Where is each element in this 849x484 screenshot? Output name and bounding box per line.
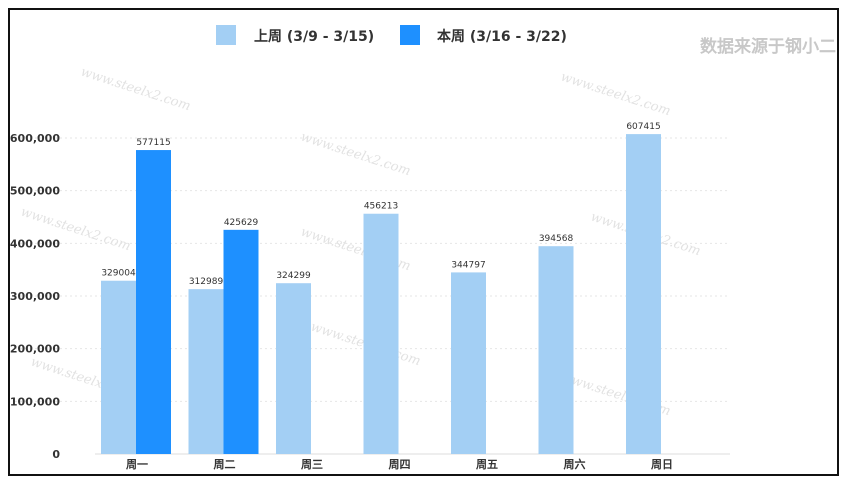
bar-last-week <box>188 289 224 454</box>
x-tick-label: 周五 <box>476 458 498 471</box>
bar-last-week <box>538 246 574 454</box>
data-label: 324299 <box>276 271 311 281</box>
watermark-text: www.steelx2.com <box>559 70 673 120</box>
data-label: 577115 <box>136 138 170 148</box>
watermark-text: www.steelx2.com <box>299 130 413 180</box>
x-tick-label: 周六 <box>564 457 586 471</box>
bar-last-week <box>363 213 399 454</box>
bar-this-week <box>136 150 171 454</box>
x-tick-label: 周二 <box>214 458 236 471</box>
data-source-note: 数据来源于钢小二 <box>700 36 836 57</box>
y-tick-label: 500,000 <box>10 185 60 198</box>
legend-label-last-week: 上周 (3/9 - 3/15) <box>254 29 374 45</box>
x-tick-label: 周日 <box>651 458 673 471</box>
bar-last-week <box>451 272 486 454</box>
x-tick-label: 周三 <box>301 458 323 471</box>
x-tick-label: 周一 <box>126 458 148 471</box>
data-label: 425629 <box>224 218 259 228</box>
y-tick-label: 200,000 <box>10 343 60 356</box>
y-tick-label: 100,000 <box>10 395 60 408</box>
data-label: 344797 <box>451 260 485 270</box>
legend-label-this-week: 本周 (3/16 - 3/22) <box>437 28 567 45</box>
data-label: 607415 <box>626 122 660 132</box>
data-label: 312989 <box>189 277 224 287</box>
legend-swatch-this-week <box>400 25 420 45</box>
bar-last-week <box>276 283 311 454</box>
y-tick-label: 300,000 <box>10 290 60 303</box>
bar-last-week <box>101 280 136 454</box>
y-tick-label: 400,000 <box>10 237 60 250</box>
y-tick-label: 0 <box>52 448 60 461</box>
bar-last-week <box>626 134 661 454</box>
data-label: 329004 <box>101 269 136 279</box>
y-tick-label: 600,000 <box>10 132 60 145</box>
x-tick-label: 周四 <box>389 458 411 471</box>
data-label: 394568 <box>539 234 574 244</box>
legend-swatch-last-week <box>216 25 236 45</box>
watermark-text: www.steelx2.com <box>79 65 193 115</box>
data-label: 456213 <box>364 202 398 212</box>
bar-this-week <box>223 229 259 454</box>
